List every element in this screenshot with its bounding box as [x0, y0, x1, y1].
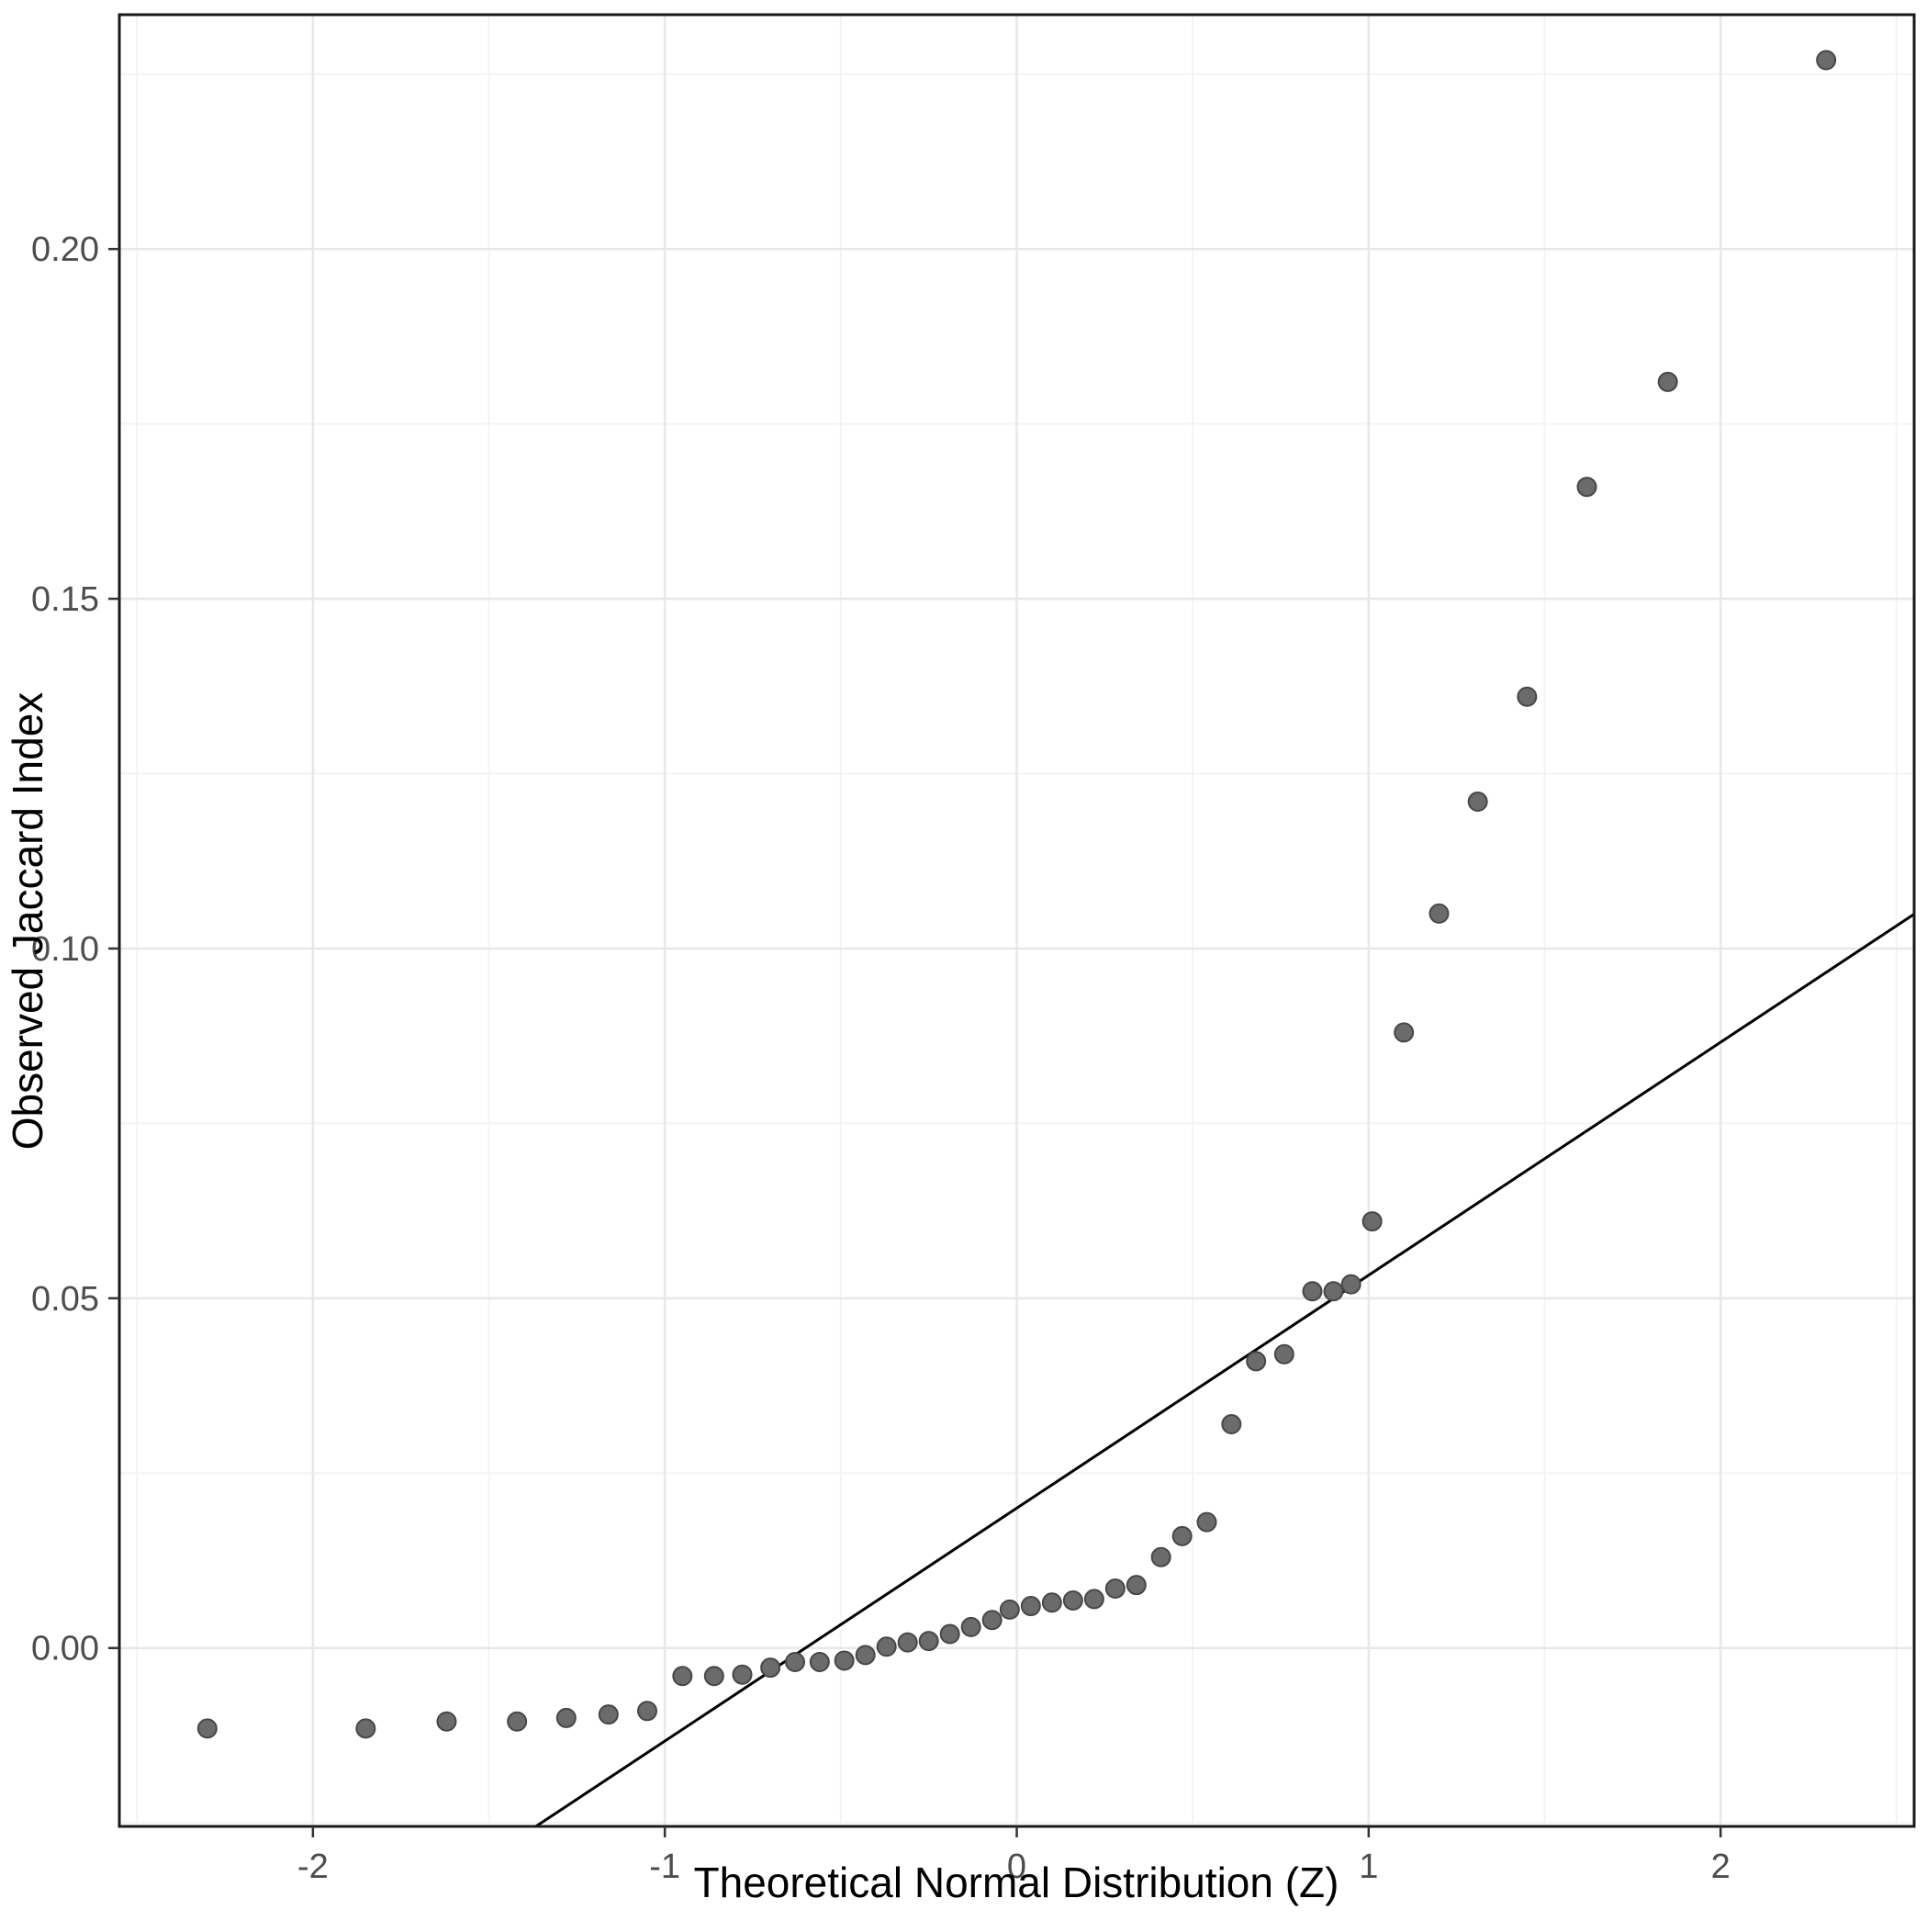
data-point [1428, 903, 1450, 924]
y-tick-label: 0.10 [31, 930, 99, 969]
y-axis-title: Observed Jaccard Index [4, 692, 51, 1151]
y-tick-label: 0.15 [31, 580, 99, 619]
data-point [939, 1623, 960, 1645]
data-point [897, 1632, 918, 1653]
data-point [1394, 1022, 1415, 1043]
data-point [760, 1657, 781, 1679]
data-point [1273, 1343, 1294, 1365]
data-point [1041, 1592, 1062, 1613]
data-point [436, 1711, 457, 1732]
data-point [876, 1636, 897, 1657]
data-point [1171, 1525, 1193, 1546]
data-point [507, 1711, 528, 1732]
data-point [1246, 1351, 1267, 1372]
x-axis-title: Theoretical Normal Distribution (Z) [694, 1859, 1339, 1906]
data-point [960, 1616, 981, 1637]
data-point [1104, 1578, 1126, 1599]
data-point [809, 1651, 830, 1672]
data-point [981, 1610, 1003, 1631]
data-point [1517, 686, 1538, 707]
data-point [1083, 1589, 1104, 1610]
data-point [637, 1701, 657, 1722]
data-point [732, 1664, 753, 1685]
x-tick-label: -2 [297, 1848, 329, 1886]
data-point [1221, 1413, 1242, 1434]
data-point [834, 1650, 855, 1671]
data-point [1657, 371, 1678, 392]
x-tick-label: 1 [1359, 1848, 1378, 1886]
data-point [1816, 50, 1837, 71]
x-tick-label: 0 [1007, 1848, 1026, 1886]
data-point [1302, 1281, 1323, 1302]
data-point [1062, 1589, 1083, 1611]
data-point [1340, 1274, 1361, 1295]
data-point [918, 1631, 939, 1652]
data-point [999, 1599, 1020, 1620]
data-point [1196, 1511, 1217, 1533]
data-point [1467, 791, 1488, 812]
data-point [355, 1718, 376, 1739]
data-point [1150, 1546, 1171, 1567]
data-point [196, 1718, 218, 1739]
data-point [1126, 1575, 1147, 1596]
data-point [785, 1651, 805, 1672]
data-point [598, 1704, 619, 1725]
data-point [555, 1707, 577, 1728]
data-point [672, 1666, 693, 1687]
x-tick-label: -1 [649, 1848, 680, 1886]
y-tick-label: 0.20 [31, 230, 99, 269]
x-tick-label: 2 [1711, 1848, 1731, 1886]
y-tick-label: 0.05 [31, 1280, 99, 1319]
data-point [1576, 477, 1597, 498]
y-tick-label: 0.00 [31, 1630, 99, 1668]
data-point [1361, 1211, 1383, 1232]
data-point [703, 1666, 724, 1687]
chart-layer: -2 -1 0 1 2 0.00 0.05 0.10 0.15 0.20 [31, 13, 1916, 1886]
data-point [1020, 1596, 1041, 1617]
data-point [1323, 1281, 1344, 1302]
data-point [855, 1645, 876, 1666]
